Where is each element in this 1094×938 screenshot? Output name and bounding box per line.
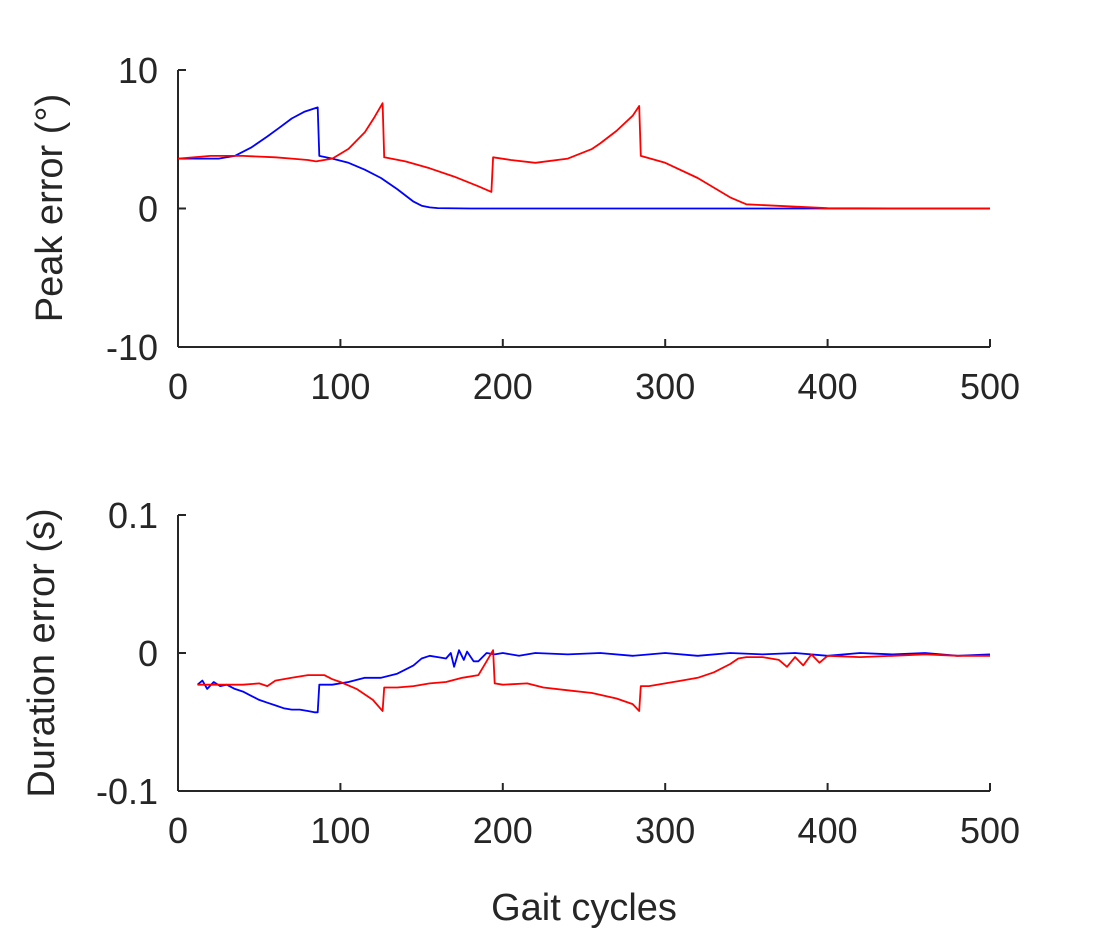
top-series-blue-line bbox=[178, 106, 990, 210]
bottom-x-tick-label-0: 0 bbox=[168, 810, 188, 851]
top-y-tick-label-2: 10 bbox=[118, 50, 158, 91]
top-y-tick-label-0: -10 bbox=[106, 327, 158, 368]
bottom-y-axis-label: Duration error (s) bbox=[21, 508, 63, 797]
bottom-y-tick-label-2: 0.1 bbox=[108, 495, 158, 536]
bottom-x-tick-label-4: 400 bbox=[798, 810, 858, 851]
top-x-tick-label-2: 200 bbox=[473, 366, 533, 407]
bottom-plot-area: 0 100 200 300 400 500-0.100.1 bbox=[96, 495, 1020, 851]
bottom-subplot: 0 100 200 300 400 500-0.100.1 Duration error … bbox=[21, 495, 1020, 929]
top-series-red-line bbox=[177, 102, 990, 210]
bottom-y-tick-label-1: 0 bbox=[138, 633, 158, 674]
bottom-series-red-line bbox=[197, 649, 990, 712]
bottom-x-tick-label-1: 100 bbox=[310, 810, 370, 851]
top-x-tick-label-4: 400 bbox=[798, 366, 858, 407]
top-x-tick-label-0: 0 bbox=[168, 366, 188, 407]
bottom-x-axis-label: Gait cycles bbox=[491, 887, 677, 929]
bottom-y-tick-label-0: -0.1 bbox=[96, 771, 158, 812]
top-x-tick-label-5: 500 bbox=[960, 366, 1020, 407]
top-x-tick-label-3: 300 bbox=[635, 366, 695, 407]
bottom-x-tick-label-2: 200 bbox=[473, 810, 533, 851]
top-x-tick-label-1: 100 bbox=[310, 366, 370, 407]
top-y-axis-label: Peak error (°) bbox=[29, 94, 71, 322]
top-y-tick-label-1: 0 bbox=[138, 189, 158, 230]
bottom-x-tick-label-5: 500 bbox=[960, 810, 1020, 851]
bottom-series-blue-line bbox=[196, 649, 991, 714]
bottom-x-tick-label-3: 300 bbox=[635, 810, 695, 851]
